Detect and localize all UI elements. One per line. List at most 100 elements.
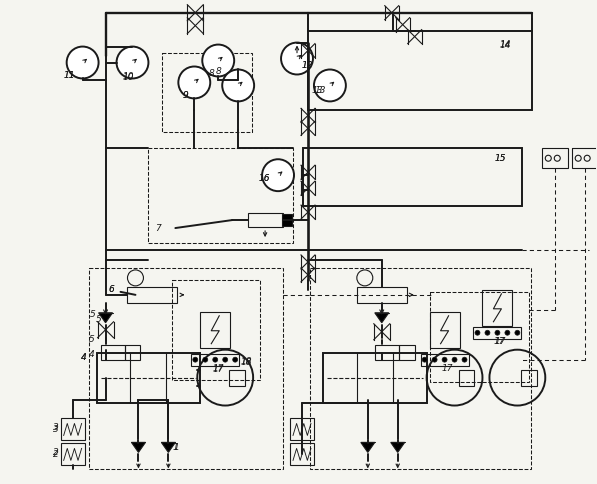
Polygon shape	[131, 442, 146, 453]
Text: 13: 13	[312, 86, 324, 95]
Bar	[375, 345, 399, 360]
Bar	[521, 370, 537, 386]
Bar	[357, 287, 407, 303]
Bar	[290, 419, 314, 440]
Circle shape	[262, 159, 294, 191]
Text: 1: 1	[173, 443, 179, 452]
Text: 4: 4	[88, 350, 94, 359]
Bar	[303, 148, 522, 206]
Bar	[430, 312, 460, 348]
Text: 17: 17	[494, 337, 505, 346]
Polygon shape	[161, 442, 176, 453]
Text: 15: 15	[494, 154, 506, 163]
Text: 4: 4	[81, 353, 87, 362]
Text: 4: 4	[81, 353, 87, 362]
Circle shape	[515, 330, 520, 335]
Text: 11: 11	[64, 71, 75, 80]
Circle shape	[432, 357, 437, 362]
Bar	[482, 290, 512, 326]
Circle shape	[485, 330, 490, 335]
Bar	[97, 353, 200, 403]
Circle shape	[179, 66, 210, 98]
Text: 5: 5	[88, 335, 94, 344]
Text: 5: 5	[96, 315, 101, 324]
Circle shape	[203, 357, 208, 362]
Circle shape	[442, 357, 447, 362]
Text: 1: 1	[173, 443, 178, 452]
Bar	[323, 353, 427, 403]
Circle shape	[281, 43, 313, 75]
Text: 17: 17	[442, 364, 453, 373]
Bar	[229, 370, 245, 386]
Polygon shape	[390, 442, 405, 453]
Text: 8: 8	[208, 69, 214, 78]
Text: 14: 14	[500, 40, 511, 49]
Circle shape	[67, 46, 99, 78]
Circle shape	[314, 70, 346, 102]
Text: 10: 10	[122, 73, 134, 82]
Polygon shape	[375, 313, 389, 323]
Bar	[542, 148, 568, 168]
Text: 16: 16	[258, 174, 270, 182]
Bar	[125, 345, 140, 360]
Text: 17: 17	[494, 337, 506, 346]
Bar	[248, 213, 283, 227]
Bar	[290, 443, 314, 465]
Text: 13: 13	[315, 86, 327, 95]
Circle shape	[222, 70, 254, 102]
Text: 14: 14	[500, 41, 511, 50]
Circle shape	[116, 46, 149, 78]
Text: 10: 10	[122, 72, 134, 81]
Bar	[310, 268, 531, 469]
Bar	[308, 30, 533, 110]
Text: 8: 8	[216, 67, 221, 76]
Polygon shape	[361, 442, 375, 453]
Bar	[100, 345, 125, 360]
Text: 6: 6	[109, 286, 114, 294]
Text: 16: 16	[258, 174, 270, 182]
Circle shape	[233, 357, 238, 362]
Circle shape	[213, 357, 218, 362]
Bar	[191, 354, 239, 365]
Text: 3: 3	[53, 425, 59, 434]
Circle shape	[462, 357, 467, 362]
Bar	[149, 148, 293, 243]
Text: 18: 18	[240, 357, 252, 366]
Text: 9: 9	[182, 91, 188, 100]
Circle shape	[505, 330, 510, 335]
Text: 2: 2	[53, 450, 59, 459]
Circle shape	[202, 45, 234, 76]
Bar	[572, 148, 597, 168]
Text: 15: 15	[494, 154, 506, 163]
Bar	[430, 292, 530, 381]
Bar	[473, 327, 521, 339]
Bar	[399, 345, 415, 360]
Text: 9: 9	[182, 91, 188, 100]
Bar	[200, 312, 230, 348]
Text: 2: 2	[53, 448, 59, 457]
Polygon shape	[99, 313, 113, 323]
Bar	[421, 354, 469, 365]
Bar	[88, 268, 283, 469]
Text: 17: 17	[213, 365, 224, 374]
Bar	[61, 419, 85, 440]
Circle shape	[422, 357, 427, 362]
Bar	[61, 443, 85, 465]
Text: 12: 12	[302, 61, 313, 70]
Bar	[173, 280, 260, 379]
Text: 5: 5	[90, 310, 96, 319]
Circle shape	[495, 330, 500, 335]
Text: 6: 6	[109, 286, 114, 294]
Circle shape	[193, 357, 198, 362]
Text: 17: 17	[213, 364, 224, 373]
Text: 12: 12	[302, 61, 313, 70]
Text: 11: 11	[64, 71, 75, 80]
Text: 18: 18	[240, 358, 252, 367]
Bar	[162, 53, 252, 132]
Bar	[458, 370, 475, 386]
Text: 7: 7	[155, 224, 161, 232]
Circle shape	[475, 330, 480, 335]
Circle shape	[452, 357, 457, 362]
Text: 3: 3	[53, 423, 59, 432]
Circle shape	[223, 357, 227, 362]
